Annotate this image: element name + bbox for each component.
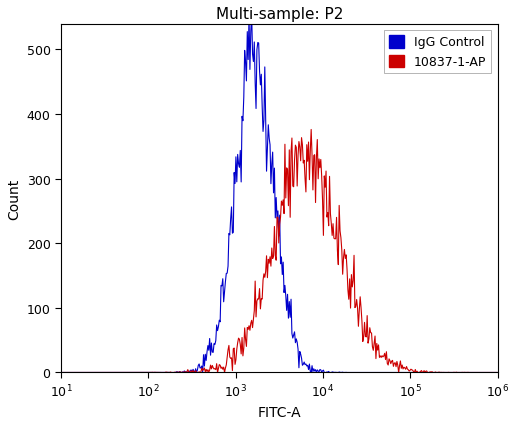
Title: Multi-sample: P2: Multi-sample: P2 (216, 7, 343, 22)
Legend: IgG Control, 10837-1-AP: IgG Control, 10837-1-AP (384, 31, 491, 74)
Y-axis label: Count: Count (7, 178, 21, 219)
X-axis label: FITC-A: FITC-A (257, 405, 301, 419)
